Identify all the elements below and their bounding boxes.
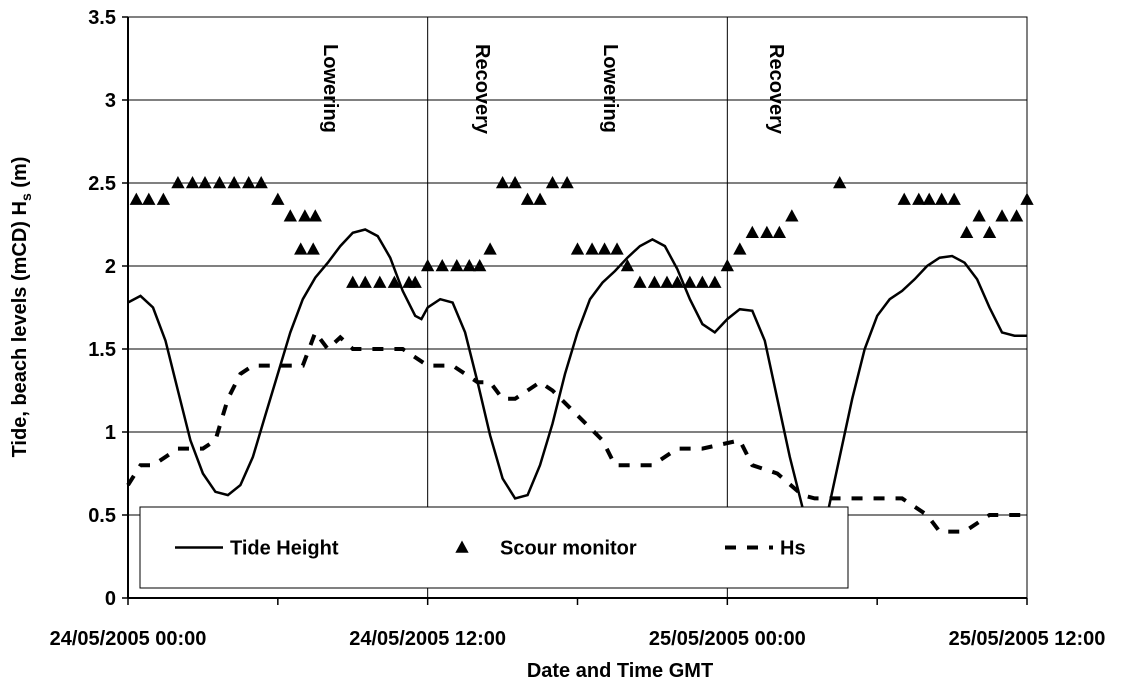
scour-marker xyxy=(647,275,662,288)
scour-marker xyxy=(720,259,734,272)
scour-marker xyxy=(129,192,143,205)
scour-marker xyxy=(373,275,387,288)
y-axis-title-part: (m) xyxy=(9,157,31,194)
scour-marker xyxy=(298,209,312,222)
scour-marker xyxy=(733,242,747,255)
scour-marker xyxy=(508,176,522,189)
scour-marker xyxy=(947,192,961,205)
scour-marker xyxy=(271,192,285,205)
series-line xyxy=(127,228,1027,531)
scour-marker xyxy=(283,209,297,222)
scour-marker xyxy=(1020,192,1034,205)
scour-marker xyxy=(212,176,227,189)
y-tick-label: 2 xyxy=(105,256,116,278)
scour-marker xyxy=(620,259,635,272)
scour-marker xyxy=(922,192,936,205)
scour-marker xyxy=(633,275,647,288)
legend-symbol xyxy=(455,540,469,553)
y-axis-title-sub: s xyxy=(18,193,34,201)
y-tick-label: 2.5 xyxy=(88,173,116,195)
scour-marker xyxy=(435,259,449,272)
scour-marker xyxy=(960,225,974,239)
scour-marker xyxy=(1009,209,1024,222)
y-axis-title: Tide, beach levels (mCD) Hs (m) xyxy=(9,157,34,458)
scour-marker xyxy=(785,209,799,222)
scour-marker xyxy=(708,275,722,288)
legend: Tide Height Scour monitor Hs xyxy=(139,506,849,589)
x-tick-label: 25/05/2005 00:00 xyxy=(649,628,806,650)
scour-marker xyxy=(670,275,685,288)
scour-marker xyxy=(585,242,599,255)
scour-marker xyxy=(462,259,476,272)
scour-marker xyxy=(833,176,847,189)
scour-marker xyxy=(171,176,185,189)
x-tick-label: 24/05/2005 00:00 xyxy=(50,628,207,650)
scour-marker xyxy=(483,242,497,255)
scour-marker xyxy=(156,192,171,205)
annotation: Recovery xyxy=(471,44,493,135)
y-axis-title-part: Tide, beach levels (mCD) H xyxy=(9,201,31,457)
scour-marker xyxy=(227,176,241,189)
scour-marker xyxy=(387,275,402,288)
y-tick-label: 1 xyxy=(105,422,116,444)
x-tick-label: 24/05/2005 12:00 xyxy=(349,628,506,650)
scour-marker xyxy=(695,275,710,288)
series-line xyxy=(126,328,1027,534)
y-tick-label: 1.5 xyxy=(88,339,116,361)
scour-marker xyxy=(306,242,320,255)
scour-marker xyxy=(346,275,360,288)
scour-marker xyxy=(610,242,624,255)
x-tick-label: 25/05/2005 12:00 xyxy=(949,628,1106,650)
scour-marker xyxy=(495,176,510,189)
scour-marker xyxy=(897,192,911,205)
scour-marker xyxy=(935,192,949,205)
y-tick-label: 3 xyxy=(105,90,116,112)
scour-marker xyxy=(995,209,1009,222)
scour-marker xyxy=(570,242,585,255)
scour-marker xyxy=(982,225,997,239)
scour-marker xyxy=(772,225,787,239)
scour-marker xyxy=(408,275,422,288)
scour-marker xyxy=(760,225,774,239)
scour-marker xyxy=(912,192,926,205)
scour-marker xyxy=(254,176,268,189)
scour-marker xyxy=(198,176,212,189)
legend-label: Hs xyxy=(780,538,806,560)
scour-marker xyxy=(358,275,372,288)
scour-marker xyxy=(972,209,986,222)
scour-marker xyxy=(545,176,560,189)
plot-area xyxy=(127,16,1028,599)
x-axis-title: Date and Time GMT xyxy=(527,660,713,682)
scour-marker xyxy=(597,242,612,255)
scour-marker xyxy=(560,176,574,189)
annotation: Lowering xyxy=(599,44,621,133)
annotation: Recovery xyxy=(765,44,787,135)
scour-marker xyxy=(242,176,256,189)
scour-marker xyxy=(185,176,200,189)
scour-marker xyxy=(450,259,464,272)
scour-marker xyxy=(520,192,535,205)
scour-marker xyxy=(294,242,308,255)
y-tick-label: 0 xyxy=(105,588,116,610)
scour-marker xyxy=(683,275,697,288)
scour-marker xyxy=(660,275,674,288)
legend-label: Scour monitor xyxy=(500,538,637,560)
scour-marker xyxy=(473,259,487,272)
y-tick-label: 0.5 xyxy=(88,505,116,527)
scour-marker xyxy=(421,259,435,272)
annotation: Lowering xyxy=(319,44,341,133)
scour-marker xyxy=(142,192,156,205)
scour-marker xyxy=(745,225,759,239)
legend-label: Tide Height xyxy=(230,538,339,560)
scour-marker xyxy=(533,192,547,205)
y-tick-label: 3.5 xyxy=(88,7,116,29)
scour-marker xyxy=(308,209,322,222)
